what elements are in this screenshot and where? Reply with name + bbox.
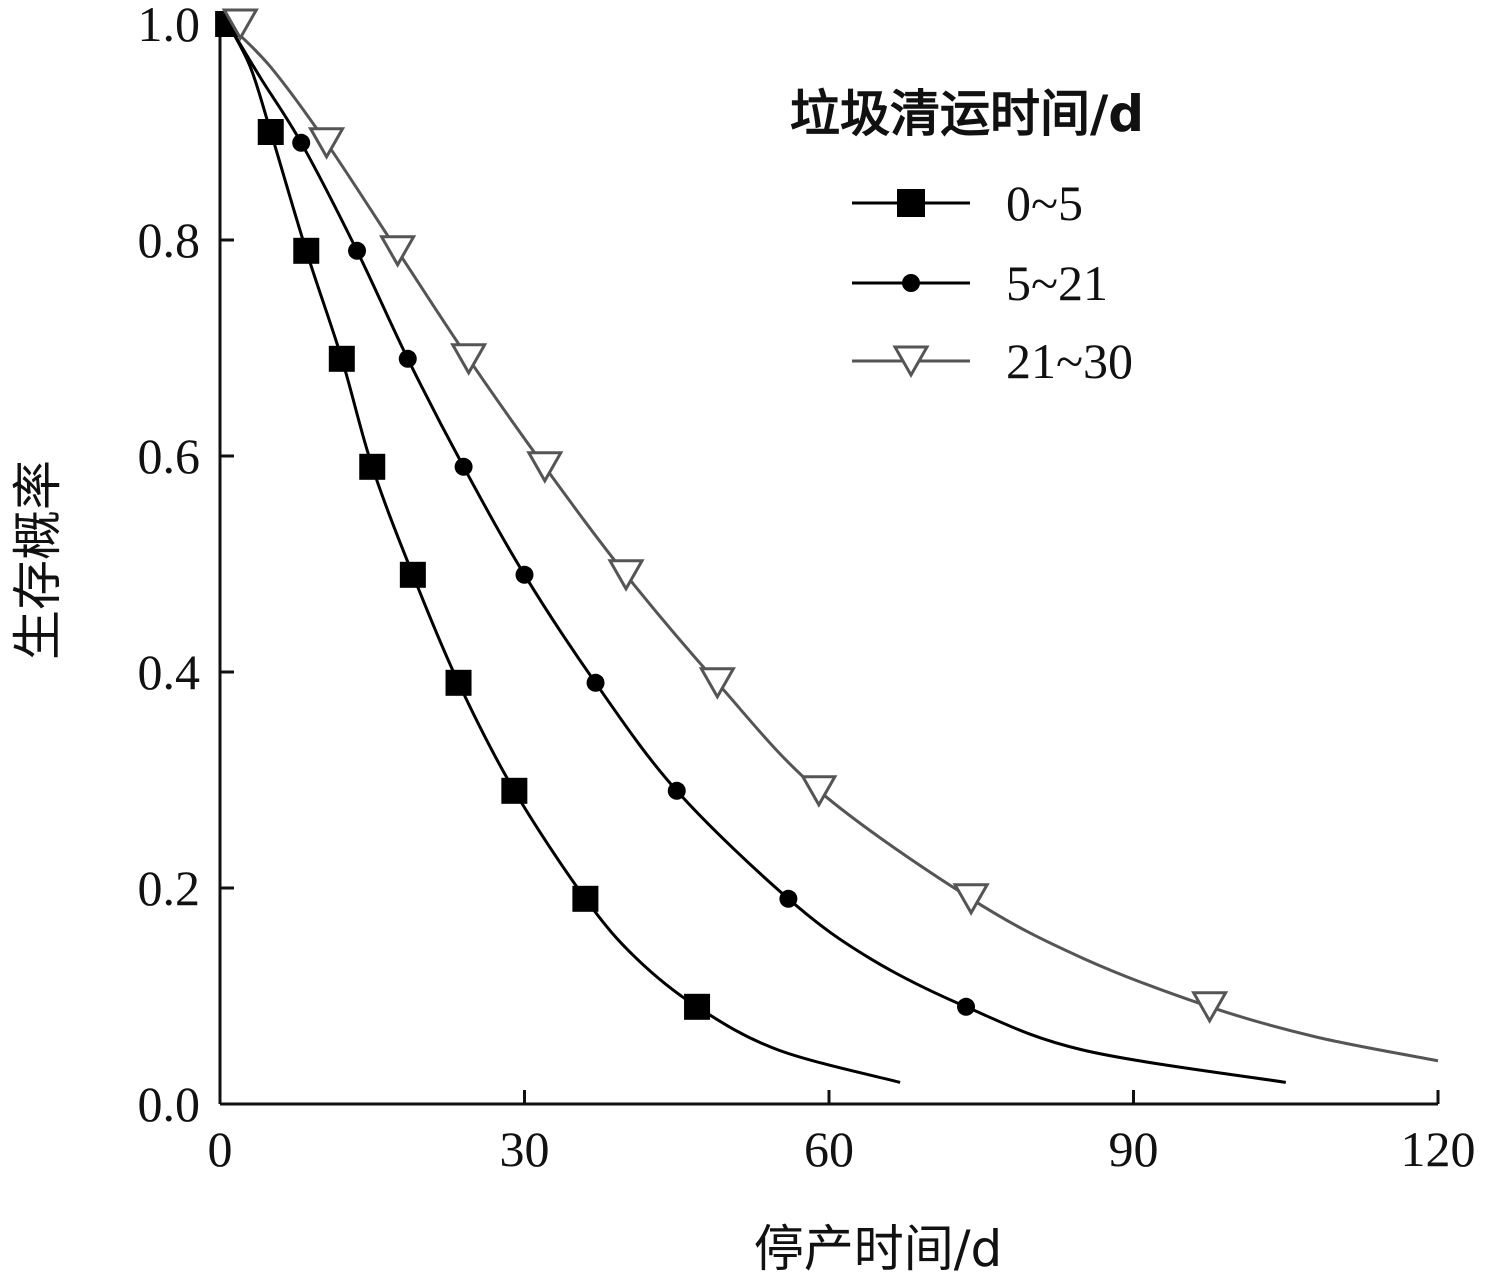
y-tick-label: 0.6 xyxy=(138,428,201,484)
legend-marker-circle xyxy=(902,274,920,292)
data-point-triangle xyxy=(607,559,645,592)
data-point-square xyxy=(572,885,599,912)
y-axis-title: 生存概率 xyxy=(9,460,67,660)
x-tick-label: 60 xyxy=(804,1121,854,1177)
data-point-circle xyxy=(348,241,367,260)
series-curves xyxy=(226,22,1439,1084)
data-point-triangle xyxy=(307,127,346,160)
series-line-1 xyxy=(226,23,901,1084)
legend-marker-triangle xyxy=(892,345,930,379)
legend-label-3: 21~30 xyxy=(1006,333,1133,389)
data-point-triangle xyxy=(450,343,488,376)
data-point-circle xyxy=(779,889,798,908)
data-point-triangle xyxy=(1191,991,1229,1024)
data-point-square xyxy=(445,669,472,696)
data-point-triangle xyxy=(221,8,259,42)
legend-label-2: 5~21 xyxy=(1006,255,1108,311)
y-tick-label: 0.0 xyxy=(138,1076,201,1132)
legend-label-1: 0~5 xyxy=(1006,175,1083,231)
series-markers xyxy=(215,8,1229,1024)
x-tick-label: 0 xyxy=(208,1121,233,1177)
data-point-circle xyxy=(957,997,976,1016)
data-point-triangle xyxy=(526,451,564,484)
data-point-circle xyxy=(586,673,605,692)
x-tick-label: 30 xyxy=(500,1121,550,1177)
data-point-triangle xyxy=(952,883,990,916)
y-tick-label: 0.8 xyxy=(138,212,201,268)
series-line-2 xyxy=(226,23,1287,1084)
y-tick-label: 1.0 xyxy=(138,0,201,52)
data-point-circle xyxy=(454,457,473,476)
data-point-square xyxy=(399,561,426,588)
data-point-triangle xyxy=(698,667,736,700)
data-point-square xyxy=(328,345,355,372)
x-axis-title: 停产时间/d xyxy=(754,1220,1003,1278)
data-point-square xyxy=(257,119,284,145)
data-point-circle xyxy=(398,349,417,368)
data-point-square xyxy=(359,453,386,480)
data-point-triangle xyxy=(800,775,838,808)
x-tick-label: 120 xyxy=(1401,1121,1476,1177)
data-point-circle xyxy=(515,565,534,584)
y-tick-label: 0.4 xyxy=(138,644,201,700)
ticks: 0 30 60 90 120 0.0 0.2 0.4 0.6 0.8 1.0 xyxy=(138,0,1476,1177)
x-tick-label: 90 xyxy=(1109,1121,1159,1177)
data-point-circle xyxy=(292,133,311,152)
data-point-triangle xyxy=(379,235,417,268)
legend-marker-square xyxy=(897,189,925,217)
data-point-circle xyxy=(667,781,686,800)
legend-items: 0~5 5~21 21~30 xyxy=(852,175,1133,389)
legend-title: 垃圾清运时间/d xyxy=(790,85,1144,143)
data-point-square xyxy=(684,993,711,1020)
data-point-square xyxy=(293,237,320,264)
legend: 垃圾清运时间/d 0~5 5~21 21~30 xyxy=(790,85,1144,389)
series-line-3 xyxy=(227,22,1439,1063)
y-tick-label: 0.2 xyxy=(138,860,201,916)
data-point-square xyxy=(501,777,528,804)
